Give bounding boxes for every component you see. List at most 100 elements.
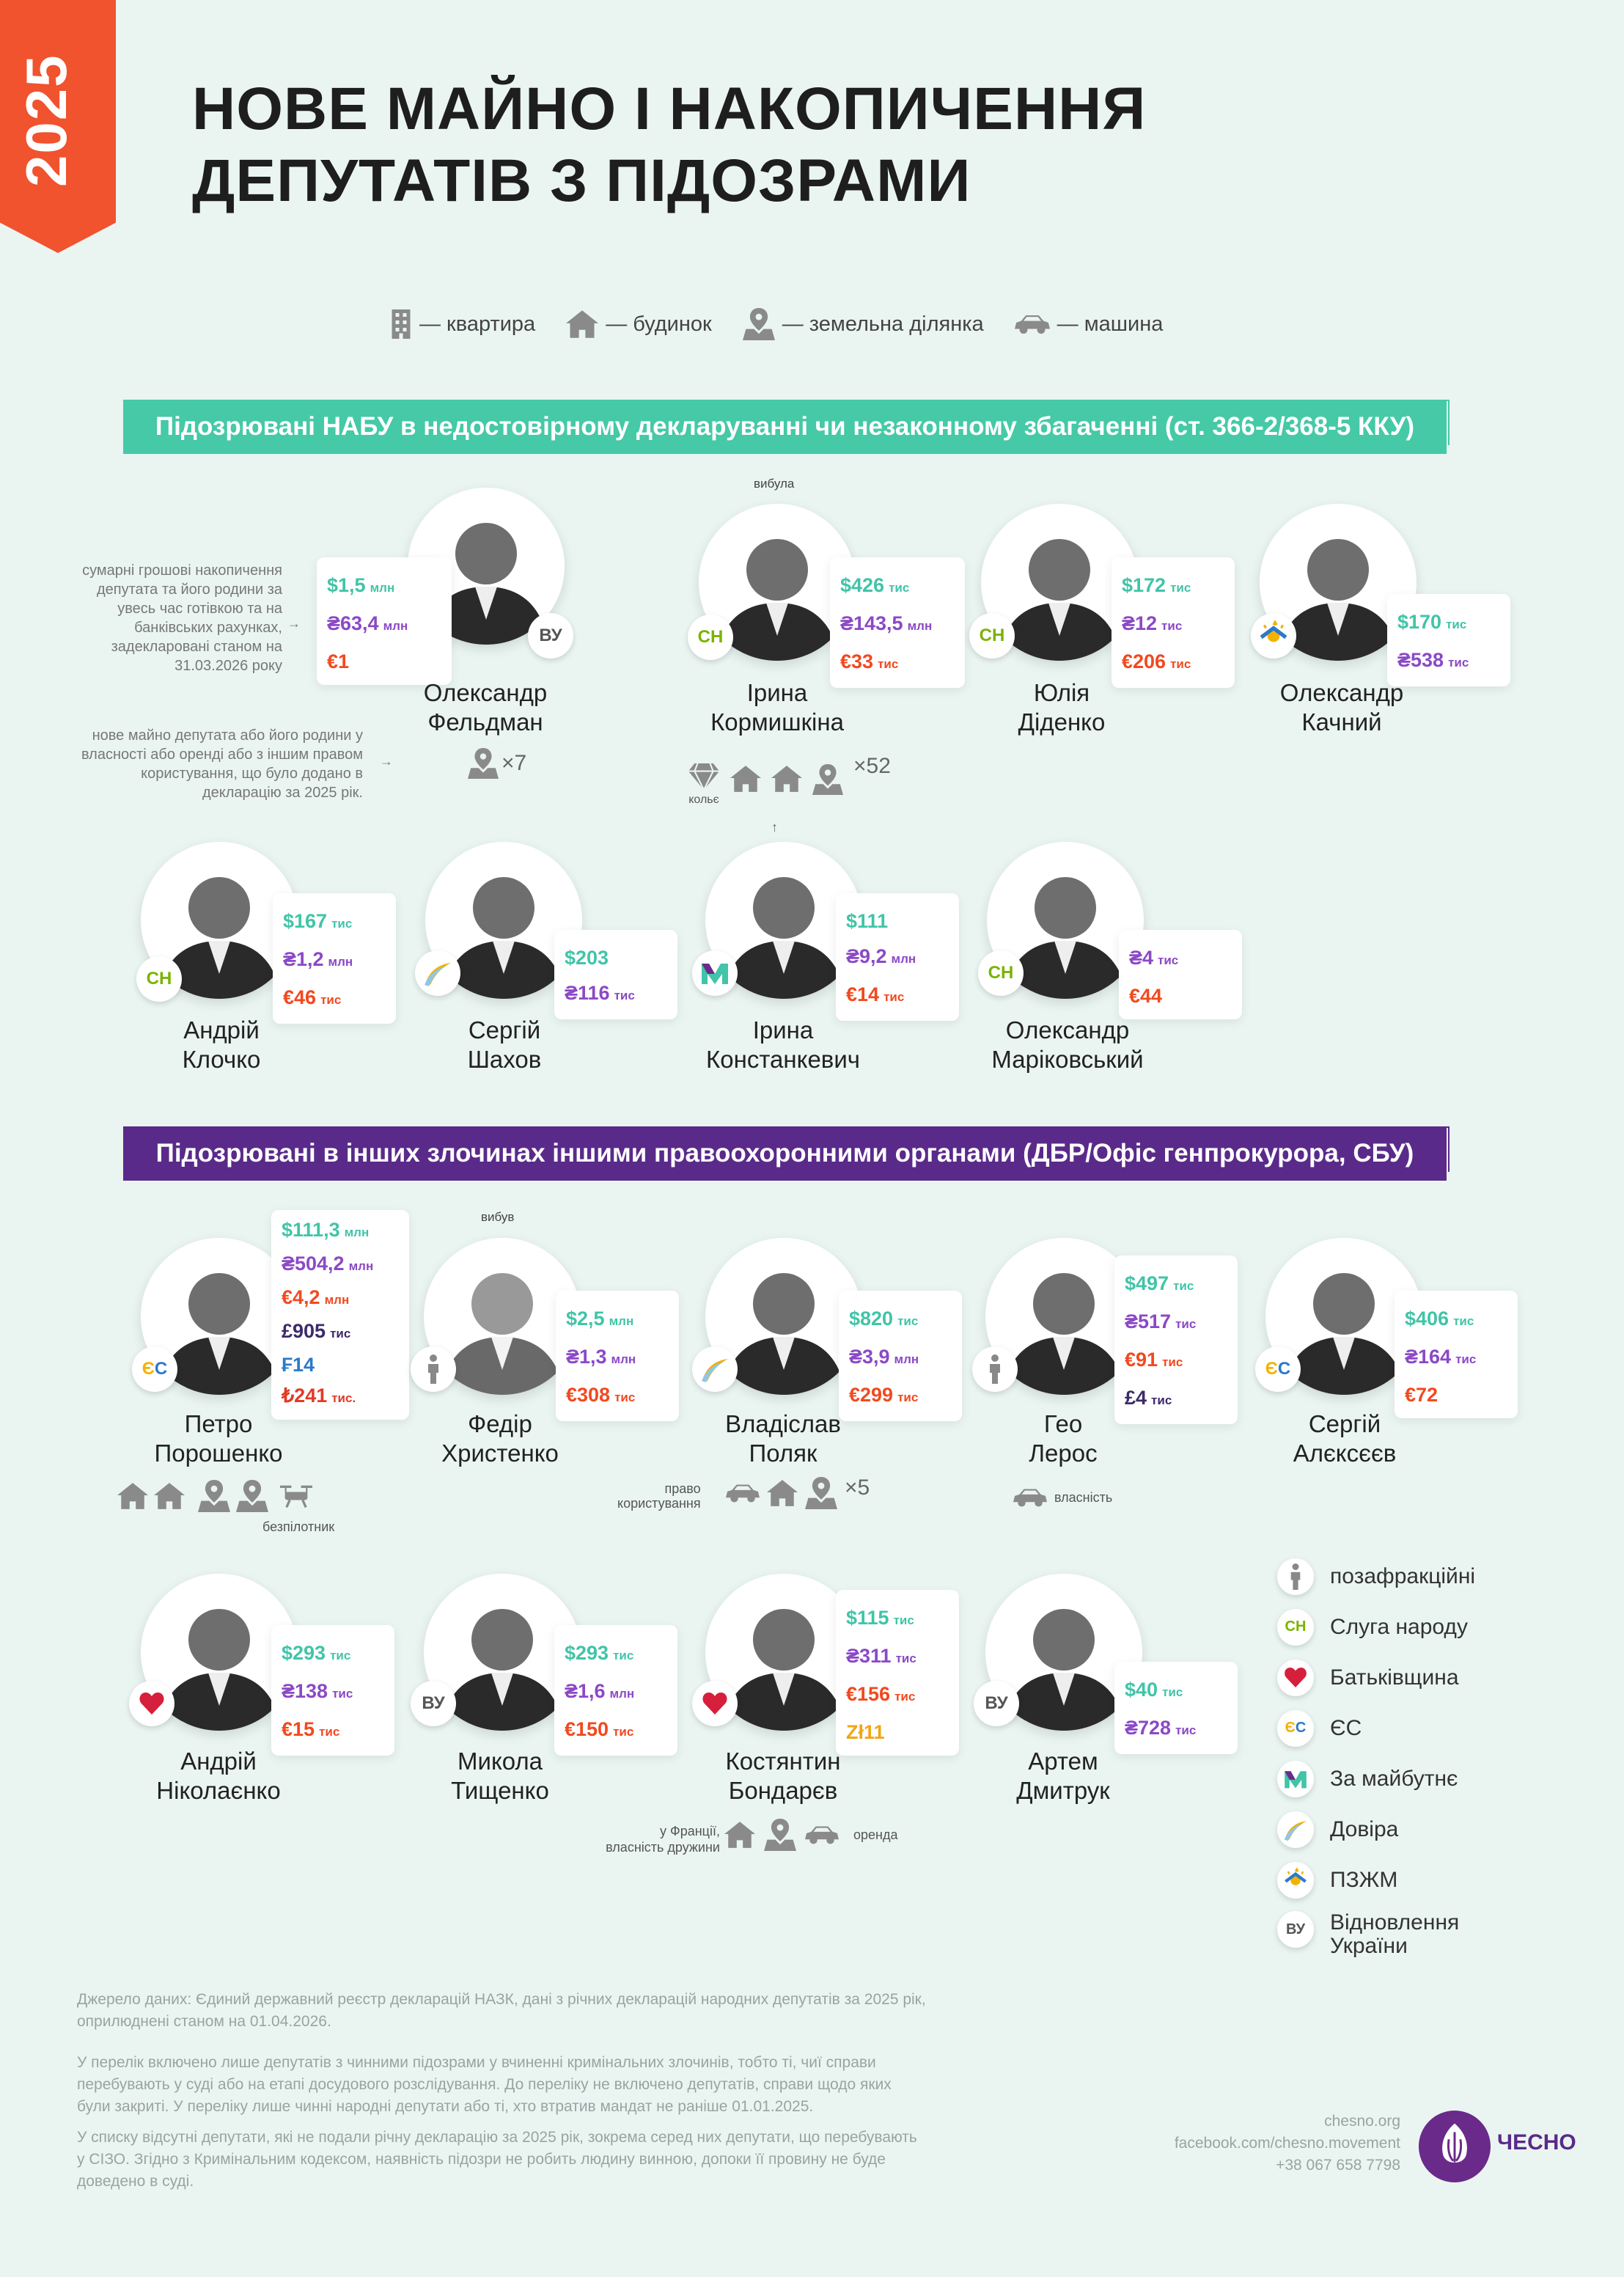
- party-badge-dovira: [415, 950, 460, 996]
- party-badge-sn: СН: [978, 950, 1024, 996]
- savings-card-poliak: $820 тис ₴3,9 млн €299 тис: [839, 1291, 962, 1421]
- brand-name: ЧЕСНО: [1497, 2130, 1576, 2155]
- savings-card-dmytruk: $40 тис ₴728 тис: [1114, 1662, 1238, 1754]
- party-badge-vu: ВУ: [411, 1681, 456, 1726]
- legend-pzzm: ПЗЖМ: [1277, 1855, 1477, 1905]
- page-title: НОВЕ МАЙНО І НАКОПИЧЕННЯ ДЕПУТАТІВ З ПІД…: [192, 73, 1146, 217]
- jewel-label: кольє: [688, 793, 719, 806]
- party-badge-vu: ВУ: [528, 613, 573, 659]
- year-label: 2025: [14, 54, 78, 187]
- legend-batkivshchyna: Батьківщина: [1277, 1652, 1477, 1703]
- pzzm-logo-icon: [1258, 620, 1289, 651]
- land-plot-icon: [468, 748, 499, 779]
- arrow-right-icon: →: [287, 616, 301, 631]
- legend-sluha-narodu: СН Слуга народу: [1277, 1602, 1477, 1652]
- footer-source: Джерело даних: Єдиний державний реєстр д…: [77, 1991, 926, 2030]
- facebook-link[interactable]: facebook.com/chesno.movement: [1174, 2135, 1400, 2152]
- drone-icon: [280, 1484, 312, 1508]
- section1-banner: Підозрювані НАБУ в недостовірному деклар…: [123, 400, 1447, 454]
- car-icon: [1013, 1487, 1047, 1508]
- arrow-right-icon: →: [380, 754, 393, 769]
- heart-icon: [702, 1693, 727, 1715]
- name-poliak: Владіслав Поляк: [725, 1410, 841, 1467]
- house-icon: [724, 1822, 755, 1848]
- name-poroshenko: Петро Порошенко: [154, 1410, 283, 1467]
- savings-card-marikovskyi: ₴4 тис €44: [1119, 930, 1242, 1019]
- legend-land: — земельна ділянка: [743, 308, 984, 340]
- car-icon: [805, 1825, 839, 1845]
- savings-card-klochko: $167 тис ₴1,2 млн €46 тис: [273, 893, 396, 1024]
- legend-apartment-label: — квартира: [419, 312, 536, 336]
- legend-car-label: — машина: [1057, 312, 1164, 336]
- za-maibutnie-logo-icon: [700, 961, 730, 986]
- property-explanation: нове майно депутата або його родини у вл…: [81, 727, 363, 801]
- site-link[interactable]: chesno.org: [1324, 2113, 1400, 2130]
- name-leros: Гео Лерос: [1029, 1410, 1098, 1467]
- name-shakhov: Сергій Шахов: [467, 1016, 542, 1073]
- party-badge-sn: СН: [136, 956, 182, 1002]
- ownership-label: власність: [1054, 1489, 1113, 1505]
- legend-house: — будинок: [566, 310, 712, 338]
- party-badge-independent: [972, 1346, 1018, 1392]
- party-badge-batkivshchyna: [692, 1681, 738, 1726]
- savings-card-poroshenko: $111,3 млн ₴504,2 млн €4,2 млн £905 тис ₣14 …: [271, 1210, 409, 1420]
- name-kachnyi: Олександр Качний: [1279, 679, 1404, 736]
- land-plot-icon: [812, 764, 843, 795]
- land-plot-icon: [198, 1480, 230, 1512]
- party-badge-vu: ВУ: [974, 1681, 1019, 1726]
- drone-label: безпілотник: [262, 1519, 335, 1534]
- assets-poliak: ×5: [726, 1475, 870, 1509]
- savings-card-tyshchenko: $293 тис ₴1,6 млн €150 тис: [554, 1625, 677, 1756]
- legend-independent: позафракційні: [1277, 1551, 1477, 1602]
- person-icon: [988, 1354, 1002, 1384]
- land-count: ×7: [501, 751, 527, 775]
- name-didenko: Юлія Діденко: [1018, 679, 1106, 736]
- name-bondariev: Костянтин Бондарєв: [725, 1748, 841, 1804]
- dovira-logo-icon: [1283, 1817, 1308, 1842]
- land-plot-icon: [743, 308, 775, 340]
- arrow-up-icon: ↑: [771, 820, 778, 835]
- house-icon: [771, 766, 802, 792]
- savings-card-bondariev: $115 тис ₴311 тис €156 тис Zł11: [836, 1590, 959, 1756]
- assets-poroshenko: [117, 1480, 312, 1512]
- heart-icon: [1285, 1668, 1307, 1687]
- land-plot-icon: [764, 1819, 796, 1851]
- legend-car: — машина: [1015, 312, 1164, 337]
- savings-card-feldman: $1,5 млн ₴63,4 млн €1: [317, 557, 452, 685]
- legend-za-maibutnie: За майбутнє: [1277, 1753, 1477, 1804]
- vu-logo-icon: ВУ: [1277, 1911, 1314, 1948]
- land-count: ×5: [845, 1475, 870, 1500]
- name-konstankevych: Ірина Констанкевич: [706, 1016, 860, 1073]
- assets-bondariev: оренда: [724, 1819, 898, 1851]
- name-klochko: Андрій Клочко: [182, 1016, 261, 1073]
- footer-paragraph-2: У списку відсутні депутати, які не подал…: [77, 2129, 917, 2190]
- savings-card-kormyshkina: $426 тис ₴143,5 млн €33 тис: [830, 557, 965, 688]
- name-khrystenko: Федір Христенко: [441, 1410, 559, 1467]
- savings-card-konstankevych: $111 ₴9,2 млн €14 тис: [836, 893, 959, 1021]
- party-badge-independent: [411, 1346, 456, 1392]
- house-icon: [730, 766, 761, 792]
- legend-vidnovlennia: ВУ Відновлення України: [1277, 1911, 1477, 1958]
- name-tyshchenko: Микола Тищенко: [451, 1748, 549, 1804]
- right-of-use-label: право користування: [617, 1481, 701, 1511]
- assets-feldman: ×7: [468, 748, 526, 779]
- party-badge-sn: СН: [969, 613, 1015, 659]
- france-ownership-label: у Франції, власність дружини: [606, 1824, 720, 1855]
- section2-banner: Підозрювані в інших злочинах іншими прав…: [123, 1126, 1447, 1181]
- name-nikolaienko: Андрій Ніколаєнко: [156, 1748, 281, 1804]
- savings-explanation: сумарні грошові накопичення депутата та …: [82, 562, 282, 674]
- party-badge-dovira: [692, 1346, 738, 1392]
- house-icon: [767, 1480, 798, 1506]
- assets-leros: власність: [1013, 1487, 1112, 1508]
- party-badge-batkivshchyna: [129, 1681, 174, 1726]
- chesno-logo-icon: [1419, 2111, 1491, 2182]
- party-legend: позафракційні СН Слуга народу Батьківщина…: [1277, 1551, 1477, 1958]
- legend-apartment: — квартира: [390, 308, 535, 340]
- za-maibutnie-logo-icon: [1283, 1769, 1308, 1789]
- name-kormyshkina: Ірина Кормишкіна: [710, 679, 844, 736]
- car-icon: [1015, 314, 1050, 334]
- title-line-1: НОВЕ МАЙНО І НАКОПИЧЕННЯ: [192, 76, 1147, 142]
- asset-legend: — квартира — будинок — земельна ділянка …: [390, 308, 1163, 340]
- dovira-logo-icon: [700, 1354, 730, 1384]
